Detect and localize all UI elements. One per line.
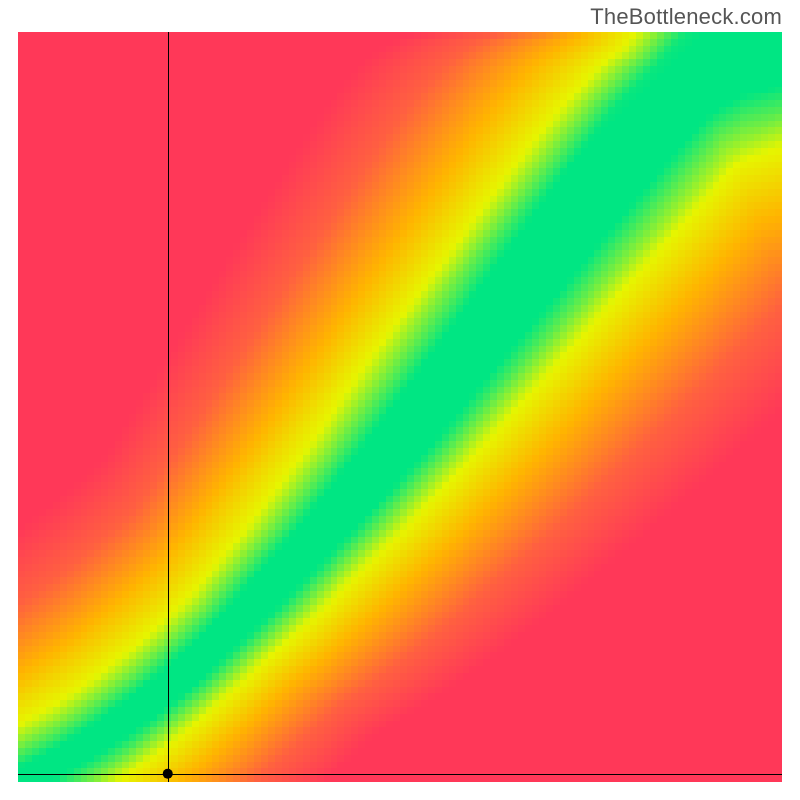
heatmap-canvas bbox=[18, 32, 782, 782]
watermark-text: TheBottleneck.com bbox=[590, 4, 782, 30]
plot-area bbox=[18, 32, 782, 782]
